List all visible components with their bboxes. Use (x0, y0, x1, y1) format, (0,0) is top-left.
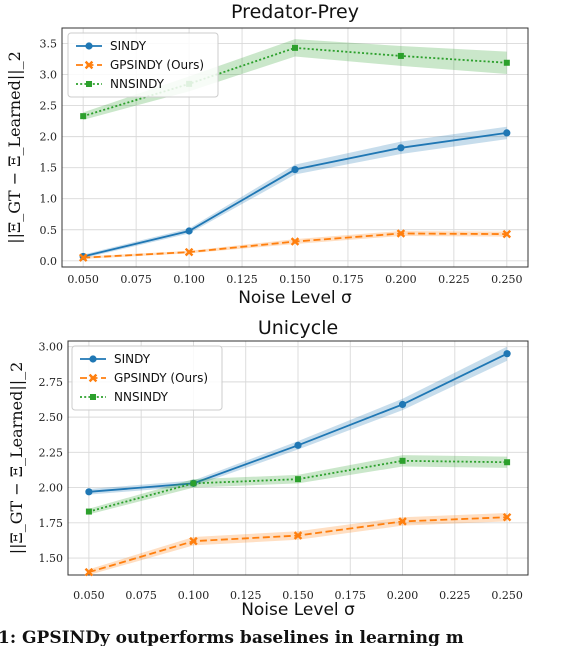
y-tick-label: 3.00 (39, 341, 64, 354)
data-point (78, 253, 88, 262)
x-tick-label: 0.250 (491, 589, 523, 602)
data-point (503, 129, 511, 137)
x-tick-label: 0.225 (438, 273, 470, 286)
data-point (292, 44, 298, 51)
confidence-band (83, 39, 507, 120)
confidence-band (88, 455, 508, 515)
chart-1: 0.050 0.075 0.100 0.125 0.150 0.175 0.200 0.225… (5, 1, 529, 308)
data-point (290, 237, 300, 246)
x-axis-label: Noise Level σ (238, 288, 352, 308)
data-point (399, 457, 406, 464)
legend-marker (89, 355, 97, 363)
legend-marker (86, 81, 92, 87)
legend-marker (90, 394, 96, 400)
legend-label: SINDY (114, 352, 151, 366)
legend-marker (85, 42, 93, 50)
x-tick-label: 0.125 (230, 589, 262, 602)
data-point (190, 480, 197, 487)
series-nnsindy (85, 455, 511, 515)
data-point (502, 512, 512, 522)
y-tick-label: 2.00 (39, 482, 64, 495)
x-axis-label: Noise Level σ (241, 600, 355, 620)
data-point (397, 52, 404, 59)
legend-marker (88, 373, 98, 383)
legend-marker (84, 60, 94, 70)
legend-box (67, 32, 219, 98)
axes-frame (61, 27, 529, 268)
x-tick-label: 0.150 (279, 273, 311, 286)
series-sindy (85, 346, 511, 496)
legend-label: GPSINDY (Ours) (110, 58, 204, 72)
x-tick-label: 0.200 (387, 589, 419, 602)
series-line (88, 459, 508, 513)
x-tick-label: 0.225 (439, 589, 471, 602)
y-axis-label: ||Ξ_GT − Ξ_Learned||_2 (5, 51, 24, 244)
x-tick-label: 0.250 (491, 273, 523, 286)
confidence-band (83, 126, 507, 259)
data-point (397, 144, 405, 152)
figure-caption: 1: GPSINDy outperforms baselines in lear… (0, 628, 464, 646)
y-tick-label: 3.0 (40, 69, 58, 82)
data-point (80, 113, 87, 120)
x-tick-label: 0.175 (332, 273, 364, 286)
chart-title: Predator-Prey (231, 1, 359, 23)
data-point (295, 476, 301, 483)
y-tick-label: 2.5 (40, 100, 58, 113)
series-gpsindy-ours- (84, 512, 512, 577)
data-point (85, 508, 92, 515)
data-point (293, 531, 303, 540)
x-tick-label: 0.050 (67, 273, 99, 286)
x-tick-label: 0.050 (73, 589, 105, 602)
legend-label: NNSINDY (110, 77, 165, 91)
data-point (185, 227, 193, 235)
y-tick-label: 0.5 (40, 224, 58, 237)
y-tick-label: 2.50 (39, 411, 64, 424)
data-point (184, 247, 194, 257)
y-tick-label: 1.50 (39, 552, 64, 565)
chart-2: 0.050 0.075 0.100 0.125 0.150 0.175 0.200 0.225… (7, 317, 529, 620)
legend-label: GPSINDY (Ours) (114, 371, 208, 385)
y-tick-label: 1.5 (40, 162, 58, 175)
y-tick-label: 2.25 (39, 446, 64, 459)
x-tick-label: 0.075 (125, 589, 157, 602)
x-tick-label: 0.100 (178, 589, 210, 602)
data-point (294, 441, 302, 449)
y-tick-label: 3.5 (40, 38, 58, 51)
data-point (502, 229, 512, 239)
y-tick-label: 0.0 (40, 255, 58, 268)
axes-frame (67, 340, 529, 576)
y-tick-label: 1.0 (40, 193, 58, 206)
data-point (85, 488, 93, 496)
legend-box (71, 345, 223, 411)
series-gpsindy-ours- (78, 229, 512, 262)
y-tick-label: 2.0 (40, 131, 58, 144)
x-tick-label: 0.125 (226, 273, 258, 286)
data-point (291, 165, 299, 174)
legend: SINDY GPSINDY (Ours) NNSINDY (71, 345, 223, 411)
legend-label: NNSINDY (114, 390, 169, 404)
data-point (504, 459, 511, 466)
data-point (503, 59, 510, 66)
data-point (189, 536, 198, 546)
data-point (503, 350, 511, 358)
x-tick-label: 0.100 (173, 273, 205, 286)
legend-label: SINDY (110, 39, 147, 53)
data-point (84, 567, 94, 577)
y-axis-label: ||Ξ_GT − Ξ_Learned||_2 (7, 362, 26, 555)
x-tick-label: 0.075 (120, 273, 152, 286)
x-tick-label: 0.175 (335, 589, 367, 602)
data-point (398, 400, 407, 409)
x-tick-label: 0.150 (282, 589, 314, 602)
data-point (398, 517, 407, 526)
y-tick-label: 2.75 (39, 376, 64, 389)
chart-title: Unicycle (258, 317, 338, 339)
y-tick-label: 1.75 (39, 517, 64, 530)
legend: SINDY GPSINDY (Ours) NNSINDY (67, 32, 219, 98)
data-point (396, 229, 406, 238)
x-tick-label: 0.200 (385, 273, 417, 286)
